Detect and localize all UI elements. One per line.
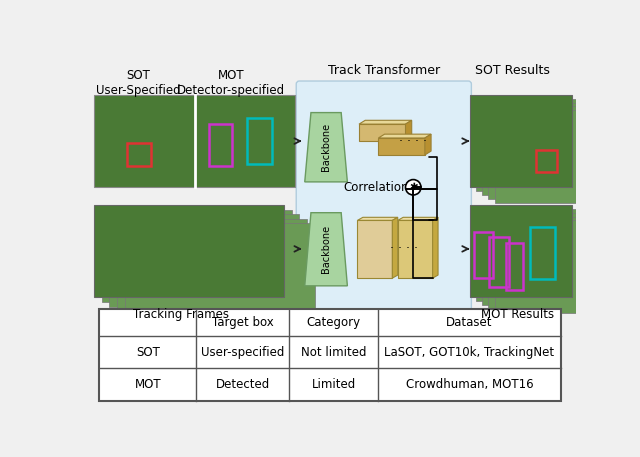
- Polygon shape: [358, 218, 397, 220]
- Text: MOT Results: MOT Results: [481, 308, 554, 321]
- Polygon shape: [392, 218, 397, 278]
- Text: User-specified: User-specified: [201, 345, 284, 359]
- Text: · · · ·: · · · ·: [390, 242, 418, 255]
- Bar: [359, 124, 406, 141]
- Text: Backbone: Backbone: [321, 123, 331, 171]
- Text: Category: Category: [307, 316, 361, 329]
- Bar: [209, 124, 232, 166]
- Polygon shape: [406, 120, 412, 141]
- Bar: [248, 118, 272, 164]
- Polygon shape: [359, 120, 412, 124]
- Text: SOT
User-Specified: SOT User-Specified: [96, 69, 180, 97]
- Text: MOT
Detector-specified: MOT Detector-specified: [177, 69, 285, 97]
- Bar: [358, 220, 392, 278]
- Bar: [474, 232, 493, 278]
- Text: Dataset: Dataset: [446, 316, 493, 329]
- Text: Tracking Frames: Tracking Frames: [132, 308, 228, 321]
- Bar: [536, 150, 557, 172]
- Text: ✱: ✱: [409, 182, 418, 192]
- Text: Limited: Limited: [312, 378, 356, 391]
- Polygon shape: [425, 134, 431, 155]
- Text: SOT: SOT: [136, 345, 160, 359]
- Bar: [195, 95, 296, 187]
- Bar: [102, 210, 292, 302]
- Polygon shape: [305, 112, 348, 182]
- Bar: [482, 213, 584, 305]
- Text: Backbone: Backbone: [321, 225, 331, 273]
- Bar: [99, 309, 561, 401]
- Bar: [470, 95, 572, 187]
- Text: Not limited: Not limited: [301, 345, 367, 359]
- Bar: [94, 205, 284, 298]
- Text: · · · ·: · · · ·: [399, 134, 428, 148]
- Bar: [506, 244, 524, 290]
- Bar: [127, 143, 151, 166]
- Text: Crowdhuman, MOT16: Crowdhuman, MOT16: [406, 378, 533, 391]
- Polygon shape: [397, 218, 438, 220]
- Text: SOT Results: SOT Results: [475, 64, 550, 77]
- Text: Correlation: Correlation: [344, 181, 409, 194]
- Bar: [476, 209, 579, 301]
- Bar: [94, 95, 195, 187]
- Bar: [476, 99, 579, 191]
- Bar: [489, 237, 509, 287]
- Text: Target box: Target box: [212, 316, 274, 329]
- Bar: [470, 205, 572, 298]
- Bar: [488, 217, 591, 309]
- Bar: [117, 219, 307, 311]
- Bar: [495, 110, 597, 203]
- Text: LaSOT, GOT10k, TrackingNet: LaSOT, GOT10k, TrackingNet: [385, 345, 554, 359]
- Bar: [495, 220, 597, 313]
- Text: Track Transformer: Track Transformer: [328, 64, 440, 77]
- Bar: [378, 138, 425, 155]
- Polygon shape: [305, 213, 348, 286]
- FancyBboxPatch shape: [296, 81, 472, 310]
- Polygon shape: [378, 134, 431, 138]
- Text: Detected: Detected: [216, 378, 270, 391]
- Bar: [482, 102, 584, 195]
- Bar: [125, 223, 315, 316]
- Bar: [488, 106, 591, 199]
- Bar: [531, 227, 555, 279]
- Bar: [397, 220, 433, 278]
- Text: MOT: MOT: [134, 378, 161, 391]
- Circle shape: [406, 180, 421, 195]
- Polygon shape: [433, 218, 438, 278]
- Bar: [109, 214, 300, 307]
